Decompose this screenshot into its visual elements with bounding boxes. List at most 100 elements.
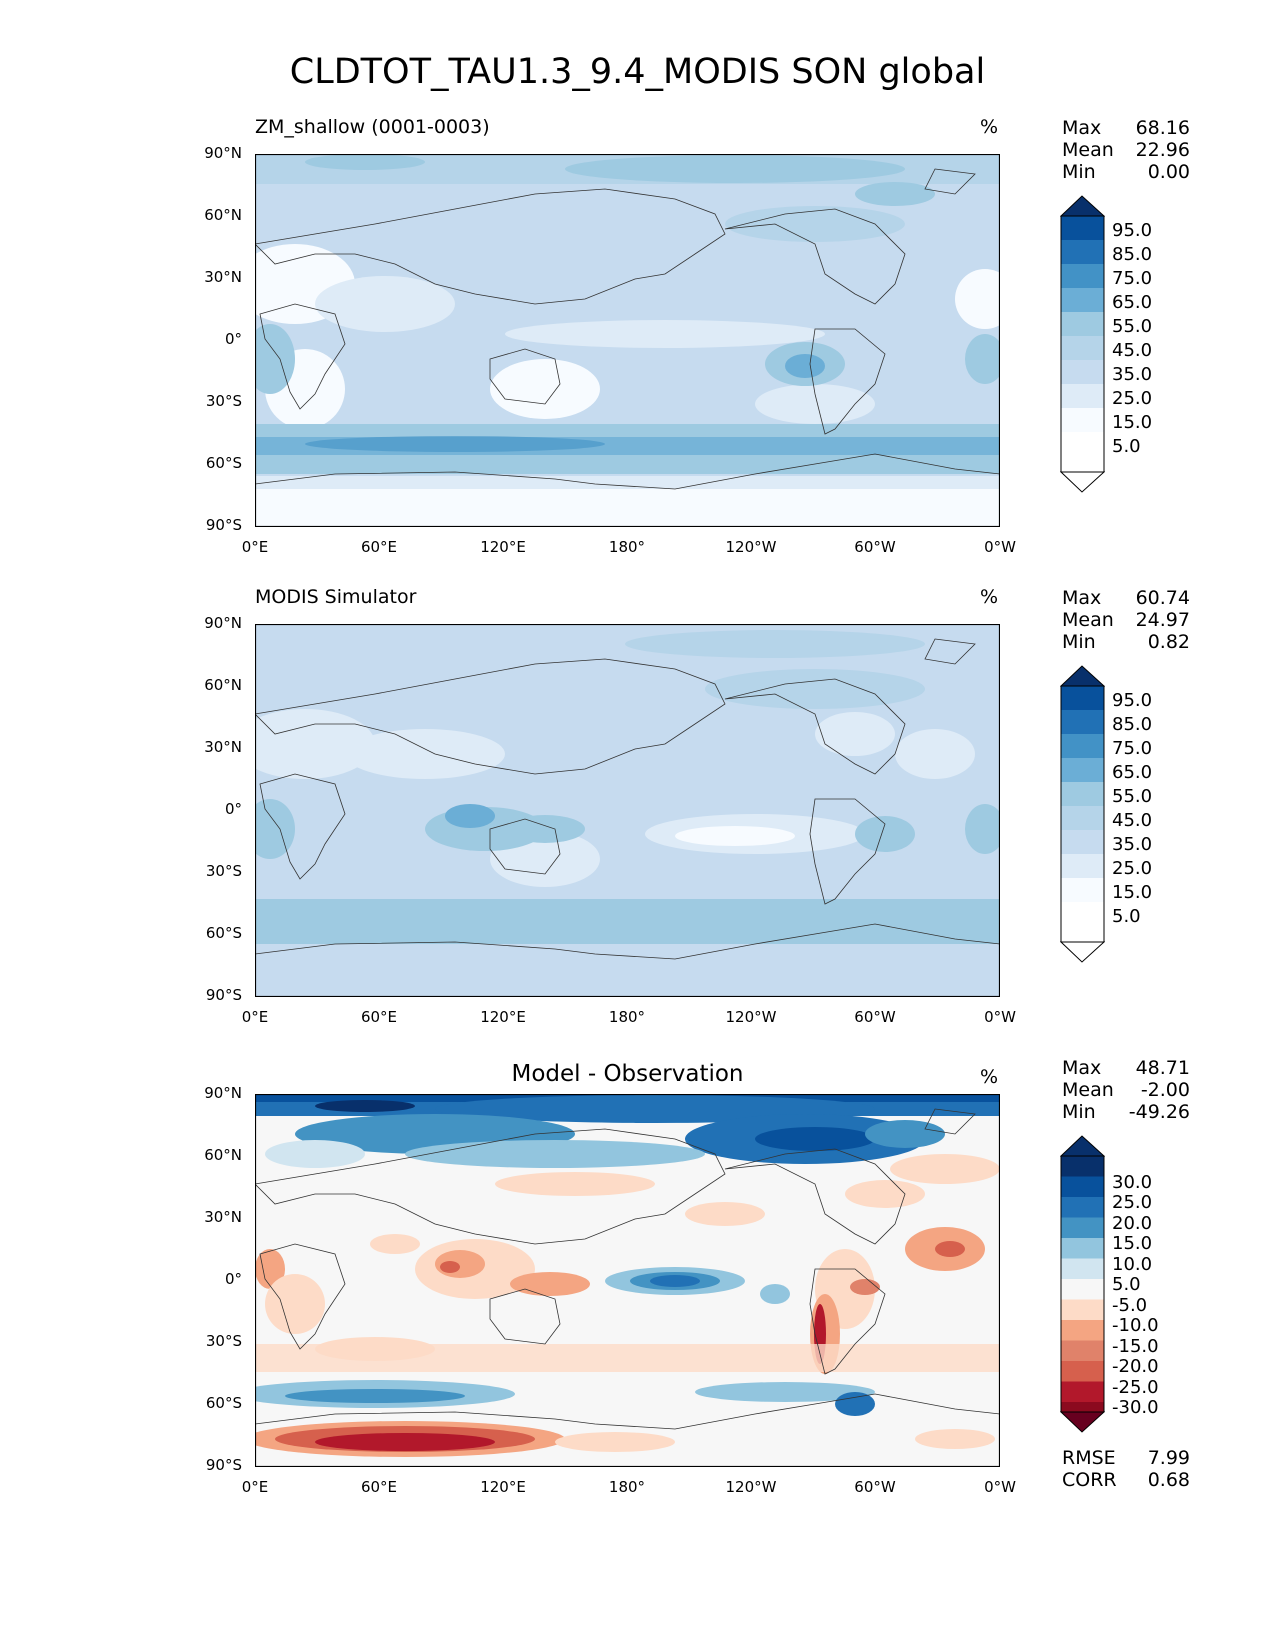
lat-label-90s: 90°S: [205, 986, 242, 1004]
colorbar-label: 65.0: [1112, 292, 1153, 313]
lon-label-180: 180°: [608, 538, 646, 556]
unit-label: %: [980, 586, 999, 608]
stat-max: Max 48.71: [1062, 1057, 1190, 1079]
colorbar-label: 95.0: [1112, 220, 1153, 241]
lon-label-120w: 120°W: [725, 1008, 777, 1026]
map-model: [255, 154, 1000, 527]
lat-label-60s: 60°S: [205, 454, 242, 472]
lat-label-30n: 30°N: [204, 738, 242, 756]
lon-label-60e: 60°E: [360, 1008, 398, 1026]
unit-label: %: [980, 116, 999, 138]
stat-min: Min 0.00: [1062, 161, 1190, 183]
colorbar-label: 35.0: [1112, 364, 1153, 385]
lon-label-120e: 120°E: [480, 1008, 526, 1026]
lon-label-0e: 0°E: [241, 1478, 269, 1496]
lon-label-60w: 60°W: [854, 538, 896, 556]
lat-label-30n: 30°N: [204, 268, 242, 286]
colorbar-label: 5.0: [1112, 1274, 1141, 1295]
colorbar-label: -15.0: [1112, 1336, 1159, 1357]
stat-min: Min 0.82: [1062, 631, 1190, 653]
map-diff: [255, 1094, 1000, 1467]
stats-box: Max 60.74 Mean 24.97 Min 0.82: [1062, 587, 1190, 653]
colorbar-label: 25.0: [1112, 858, 1153, 879]
map-obs: [255, 624, 1000, 997]
colorbar-label: 75.0: [1112, 738, 1153, 759]
colorbar-label: -5.0: [1112, 1295, 1148, 1316]
lon-label-120w: 120°W: [725, 1478, 777, 1496]
colorbar-label: 65.0: [1112, 762, 1153, 783]
lon-label-60w: 60°W: [854, 1008, 896, 1026]
unit-label: %: [980, 1066, 999, 1088]
stat-mean: Mean 24.97: [1062, 609, 1190, 631]
panel-title: MODIS Simulator: [255, 586, 417, 608]
stat-corr: CORR 0.68: [1062, 1469, 1190, 1491]
colorbar-label: 30.0: [1112, 1172, 1153, 1193]
lat-label-60n: 60°N: [204, 676, 242, 694]
lon-label-60e: 60°E: [360, 538, 398, 556]
lon-label-0e: 0°E: [241, 1008, 269, 1026]
lat-label-30n: 30°N: [204, 1208, 242, 1226]
colorbar-label: 45.0: [1112, 340, 1153, 361]
stat-mean: Mean -2.00: [1062, 1079, 1190, 1101]
stat-max: Max 68.16: [1062, 117, 1190, 139]
stat-min: Min -49.26: [1062, 1101, 1190, 1123]
colorbar-label: 55.0: [1112, 786, 1153, 807]
panel-diff: Model - Observation %: [0, 940, 1275, 1496]
colorbar-label: 10.0: [1112, 1254, 1153, 1275]
colorbar-label: 45.0: [1112, 810, 1153, 831]
colorbar-label: 15.0: [1112, 412, 1153, 433]
lon-label-120e: 120°E: [480, 1478, 526, 1496]
colorbar-label: -25.0: [1112, 1377, 1159, 1398]
lon-label-120e: 120°E: [480, 538, 526, 556]
colorbar-label: 55.0: [1112, 316, 1153, 337]
lon-label-0e: 0°E: [241, 538, 269, 556]
stats-box: Max 48.71 Mean -2.00 Min -49.26: [1062, 1057, 1190, 1123]
lat-label-60n: 60°N: [204, 206, 242, 224]
lat-label-30s: 30°S: [205, 862, 242, 880]
lat-label-30s: 30°S: [205, 1332, 242, 1350]
colorbar: [1059, 194, 1106, 498]
lon-label-180: 180°: [608, 1008, 646, 1026]
lon-label-120w: 120°W: [725, 538, 777, 556]
lat-label-60n: 60°N: [204, 1146, 242, 1164]
panel-title: Model - Observation: [511, 1061, 744, 1087]
lon-label-0w: 0°W: [984, 538, 1016, 556]
colorbar-label: 95.0: [1112, 690, 1153, 711]
colorbar-label: -10.0: [1112, 1315, 1159, 1336]
lat-label-90n: 90°N: [204, 144, 242, 162]
lat-label-0: 0°: [224, 1270, 242, 1288]
colorbar-label: 25.0: [1112, 1192, 1153, 1213]
panel-obs: MODIS Simulator %: [0, 470, 1275, 1026]
lat-label-90s: 90°S: [205, 516, 242, 534]
colorbar-label: 20.0: [1112, 1213, 1153, 1234]
lat-label-0: 0°: [224, 330, 242, 348]
colorbar-label: -20.0: [1112, 1356, 1159, 1377]
lat-label-60s: 60°S: [205, 924, 242, 942]
colorbar-label: 15.0: [1112, 882, 1153, 903]
colorbar-label: 85.0: [1112, 244, 1153, 265]
lon-label-180: 180°: [608, 1478, 646, 1496]
panel-model: ZM_shallow (0001-0003) %: [0, 0, 1275, 556]
colorbar-label: 35.0: [1112, 834, 1153, 855]
stat-mean: Mean 22.96: [1062, 139, 1190, 161]
page-title: CLDTOT_TAU1.3_9.4_MODIS SON global: [289, 52, 986, 92]
lon-label-60e: 60°E: [360, 1478, 398, 1496]
panel-title: ZM_shallow (0001-0003): [255, 116, 490, 138]
colorbar-label: 5.0: [1112, 906, 1141, 927]
lat-label-90s: 90°S: [205, 1456, 242, 1474]
colorbar-label: -30.0: [1112, 1397, 1159, 1418]
colorbar-label: 25.0: [1112, 388, 1153, 409]
stat-max: Max 60.74: [1062, 587, 1190, 609]
colorbar: [1059, 664, 1106, 968]
error-stats: RMSE 7.99 CORR 0.68: [1062, 1447, 1190, 1491]
colorbar-label: 75.0: [1112, 268, 1153, 289]
lat-label-30s: 30°S: [205, 392, 242, 410]
stat-rmse: RMSE 7.99: [1062, 1447, 1190, 1469]
stats-box: Max 68.16 Mean 22.96 Min 0.00: [1062, 117, 1190, 183]
lat-label-90n: 90°N: [204, 614, 242, 632]
lat-label-60s: 60°S: [205, 1394, 242, 1412]
lat-label-90n: 90°N: [204, 1084, 242, 1102]
colorbar: [1059, 1134, 1106, 1438]
lon-label-60w: 60°W: [854, 1478, 896, 1496]
lat-label-0: 0°: [224, 800, 242, 818]
